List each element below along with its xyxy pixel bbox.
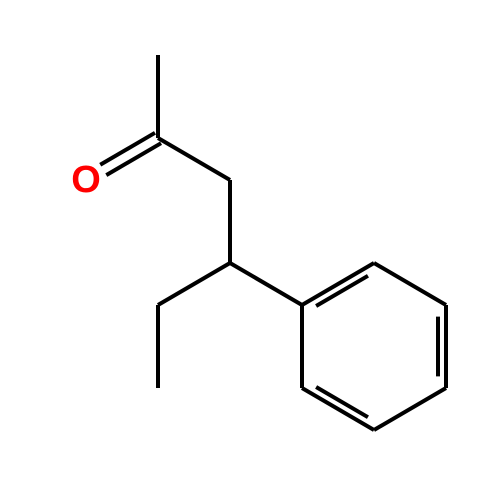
bond-C4-C5 bbox=[158, 263, 230, 305]
atom-label-o: O bbox=[71, 159, 101, 201]
bond-R4-R5 bbox=[374, 388, 446, 430]
bond-C2-O-a bbox=[100, 133, 155, 165]
bond-R1-R2 bbox=[302, 263, 374, 305]
bond-R2-R3 bbox=[374, 263, 446, 305]
bond-R5-R6 bbox=[302, 388, 374, 430]
bond-C4-R1 bbox=[230, 263, 302, 305]
atoms-layer: O bbox=[71, 159, 101, 201]
molecule-diagram: O bbox=[0, 0, 500, 500]
bond-C2-C3 bbox=[158, 138, 230, 180]
bond-C2-O-b bbox=[106, 143, 161, 175]
bonds-layer bbox=[100, 55, 446, 430]
